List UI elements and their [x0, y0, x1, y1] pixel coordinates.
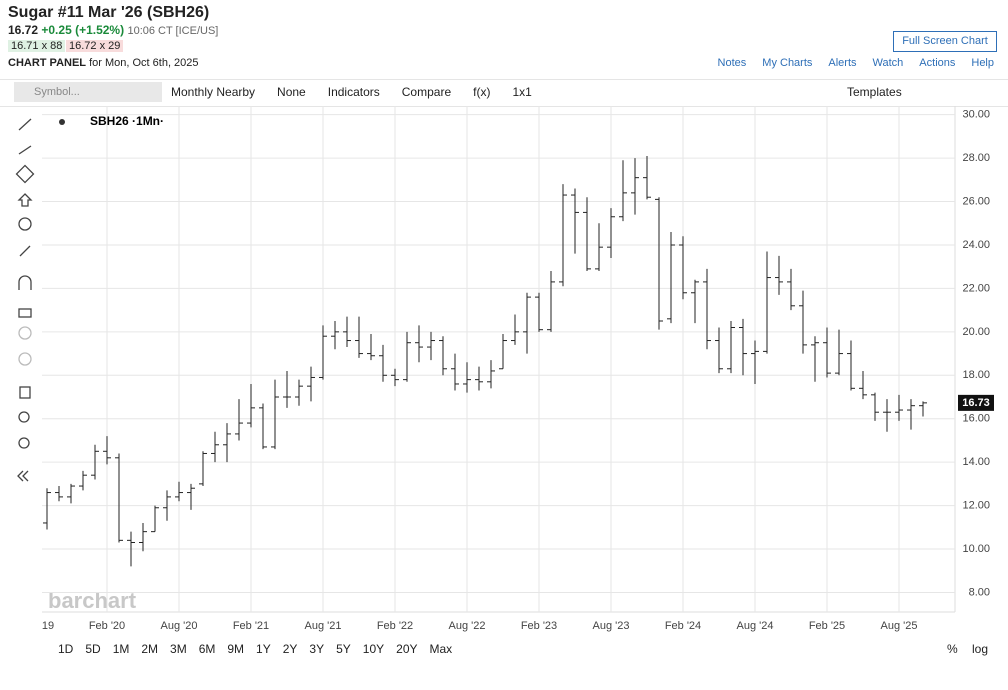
x-tick-label: Aug '23 [593, 620, 630, 632]
toolbar-item[interactable]: Compare [401, 85, 452, 99]
toolbar-item[interactable]: 1x1 [512, 85, 532, 99]
title: Sugar #11 Mar '26 (SBH26) [8, 4, 210, 21]
range-button[interactable]: 3M [170, 642, 187, 656]
ask: 16.72 x 29 [66, 40, 124, 52]
range-button[interactable]: 10Y [362, 642, 385, 656]
y-tick-label: 16.00 [962, 413, 990, 425]
x-tick-label: Feb '23 [521, 620, 557, 632]
icon [18, 118, 32, 131]
legend: SBH26 ·1Mn· [90, 114, 164, 128]
quote: 16.72 +0.25 (+1.52%) 10:06 CT [ICE/US] [8, 23, 218, 37]
percent-toggle[interactable]: % [947, 642, 958, 656]
icon [17, 193, 33, 207]
last-price-tag [958, 394, 994, 411]
y-tick-label: 10.00 [962, 543, 990, 555]
icon [19, 245, 31, 257]
range-button[interactable]: 1Y [256, 642, 271, 656]
log-toggle[interactable]: log [972, 642, 989, 656]
y-tick-label: 14.00 [962, 456, 990, 468]
x-tick-label: 19 [42, 620, 54, 632]
y-tick-label: 20.00 [962, 326, 990, 338]
panel-date: for Mon, Oct 6th, 2025 [89, 57, 199, 69]
header-link[interactable]: My Charts [762, 57, 813, 69]
y-tick-label: 12.00 [962, 499, 990, 511]
x-tick-label: Feb '21 [233, 620, 269, 632]
header-link[interactable]: Alerts [828, 57, 857, 69]
icon [18, 352, 32, 366]
panel-label: CHART PANEL [8, 57, 87, 69]
chart: barchart SBH26 ·1Mn· 8.00 10.00 12.00 14.00… [42, 106, 994, 632]
x-tick-label: Feb '25 [809, 620, 845, 632]
legend-eye[interactable] [59, 119, 65, 125]
fullscreen-button[interactable]: Full Screen Chart [893, 31, 997, 52]
x-tick-label: Aug '20 [161, 620, 198, 632]
y-tick-label: 30.00 [962, 109, 990, 121]
tool-items: Monthly Nearby None Indicators Compare f(x) 1… [171, 85, 554, 99]
last: 16.72 [8, 23, 39, 37]
y-tick-label: 24.00 [962, 239, 990, 251]
x-tick-label: Feb '20 [89, 620, 125, 632]
x-tick-label: Aug '24 [737, 620, 774, 632]
toolbar-item[interactable]: f(x) [473, 85, 491, 99]
y-tick-label: 18.00 [962, 369, 990, 381]
icon [18, 308, 32, 318]
y-tick-label: 8.00 [969, 586, 990, 598]
left-tools [0, 106, 42, 506]
icon [18, 411, 30, 423]
icon [18, 437, 30, 449]
bid: 16.71 x 88 [8, 40, 66, 52]
range-button[interactable]: 9M [227, 642, 245, 656]
toolbar: Symbol... Monthly Nearby None Indicators Co… [0, 79, 1008, 107]
icon [17, 470, 29, 482]
toolbar-item[interactable]: Indicators [327, 85, 380, 99]
range-button[interactable]: 3Y [309, 642, 325, 656]
range-button[interactable]: 5Y [336, 642, 351, 656]
range-button[interactable]: 20Y [396, 642, 418, 656]
last-price-label: 16.73 [962, 397, 990, 409]
tool-icons [15, 118, 35, 482]
templates[interactable]: Templates [847, 85, 902, 99]
y-tick-label: 26.00 [962, 195, 990, 207]
range-button[interactable]: 1D [58, 642, 74, 656]
range-button[interactable]: 6M [198, 642, 216, 656]
range-button[interactable]: 2M [141, 642, 159, 656]
range-button[interactable]: Max [429, 642, 453, 656]
range-button[interactable]: 5D [85, 642, 101, 656]
time: 10:06 CT [ICE/US] [127, 25, 219, 37]
header-link[interactable]: Actions [919, 57, 956, 69]
icon [18, 326, 32, 340]
range-button[interactable]: 2Y [282, 642, 298, 656]
panel: CHART PANEL for Mon, Oct 6th, 2025 [8, 57, 199, 69]
x-tick-label: Feb '24 [665, 620, 701, 632]
range-button[interactable]: 1M [112, 642, 130, 656]
icon [18, 275, 32, 290]
x-tick-label: Aug '22 [449, 620, 486, 632]
toolbar-item[interactable]: None [277, 85, 306, 99]
y-tick-label: 28.00 [962, 152, 990, 164]
change: +0.25 (+1.52%) [41, 23, 125, 37]
x-tick-label: Aug '25 [881, 620, 918, 632]
watermark: barchart [48, 588, 137, 613]
header-links: Notes My Charts Alerts Watch Actions Help [702, 57, 994, 69]
x-tick-label: Aug '21 [305, 620, 342, 632]
symbol-input[interactable]: Symbol... [14, 82, 162, 102]
header-link[interactable]: Watch [872, 57, 904, 69]
icon [18, 145, 32, 155]
icon [15, 164, 35, 184]
icon [18, 217, 32, 231]
header-link[interactable]: Help [971, 57, 994, 69]
toolbar-item[interactable]: Monthly Nearby [171, 85, 256, 99]
icon [19, 386, 31, 399]
range-buttons: 1D 5D 1M 2M 3M 6M 9M 1Y 2Y 3Y 5Y 10Y 20Y Max [58, 642, 464, 656]
y-tick-label: 22.00 [962, 282, 990, 294]
header-link[interactable]: Notes [717, 57, 747, 69]
x-tick-label: Feb '22 [377, 620, 413, 632]
